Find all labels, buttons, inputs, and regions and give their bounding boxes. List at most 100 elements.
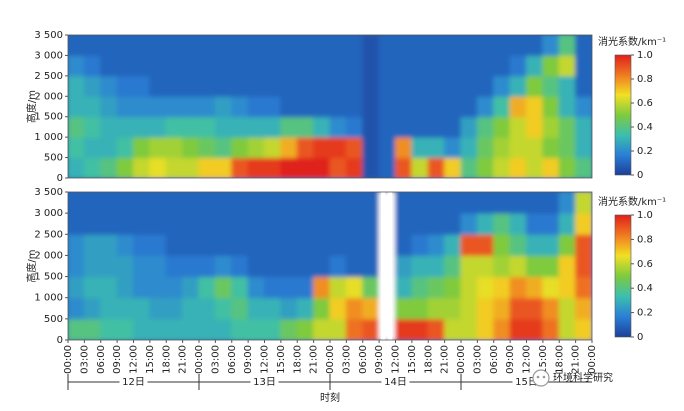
heatmap-cell [165,212,184,235]
heatmap-cell [558,192,577,214]
heatmap-cell [542,95,560,118]
heatmap-cell [493,157,511,178]
colorbar [614,214,632,338]
heatmap-cell [476,318,495,340]
heatmap-cell [395,136,413,159]
heatmap-cell [411,95,429,118]
heatmap-cell [493,35,511,56]
heatmap-cell [526,35,544,56]
heatmap-cell [264,136,282,159]
heatmap-cell [198,35,216,56]
heatmap-cell [542,318,560,340]
heatmap-cell [133,75,151,97]
heatmap-cell [280,297,298,320]
heatmap-cell [427,297,446,320]
y-tick-label: 3 500 [34,187,63,198]
heatmap-cell [149,254,167,278]
x-tick-label: 12:00 [391,345,402,374]
heatmap-cell [247,35,265,56]
heatmap-cell [100,157,118,178]
heatmap-cell [214,297,233,320]
heatmap-layer [68,35,592,178]
heatmap-cell [476,116,495,138]
colorbar-tick-label: 0.4 [637,122,653,133]
y-tick-label: 500 [44,153,63,164]
heatmap-cell [345,35,364,56]
heatmap-cell [493,254,511,278]
heatmap-cell [329,233,347,256]
heatmap-cell [214,54,233,77]
heatmap-cell [493,212,511,235]
heatmap-cell [100,212,118,235]
heatmap-cell [460,157,478,178]
heatmap-cell [526,254,544,278]
heatmap-cell [460,276,478,299]
heatmap-cell [182,233,200,256]
heatmap-cell [313,136,331,159]
heatmap-cell [460,192,478,214]
heatmap-cell [526,54,544,77]
heatmap-cell [198,54,216,77]
y-axis-label: 高度/m [25,249,38,282]
heatmap-cell [264,233,282,256]
heatmap-cell [313,35,331,56]
heatmap-cell [526,95,544,118]
x-group-label: 15日 [515,377,538,388]
heatmap-cell [542,136,560,159]
heatmap-cell [395,254,413,278]
heatmap-cell [264,75,282,97]
heatmap-cell [198,95,216,118]
heatmap-cell [100,75,118,97]
heatmap-cell [231,54,249,77]
heatmap-cell [133,318,151,340]
heatmap-cell [362,212,380,235]
heatmap-cell [165,318,184,340]
heatmap-cell [296,116,315,138]
y-tick-label: 3 000 [34,208,63,219]
heatmap-cell [427,157,446,178]
heatmap-cell [133,116,151,138]
x-tick-label: 15:00 [276,345,287,374]
x-tick-label: 00:00 [63,345,74,374]
heatmap-cell [149,233,167,256]
heatmap-cell [411,157,429,178]
heatmap-cell [247,95,265,118]
heatmap-cell [362,276,380,299]
heatmap-cell [214,233,233,256]
x-tick-label: 21:00 [571,345,582,374]
heatmap-cell [83,75,102,97]
heatmap-cell [231,276,249,299]
heatmap-cell [247,254,265,278]
heatmap-cell [313,157,331,178]
heatmap-cell [575,95,592,118]
heatmap-cell [427,54,446,77]
heatmap-cell [149,116,167,138]
heatmap-cell [575,116,592,138]
heatmap-cell [247,318,265,340]
y-tick-label: 2 000 [34,91,63,102]
heatmap-cell [476,254,495,278]
heatmap-cell [411,54,429,77]
heatmap-cell [296,318,315,340]
heatmap-cell [509,54,527,77]
heatmap-cell [427,276,446,299]
heatmap-cell [100,95,118,118]
x-tick-label: 09:00 [243,345,254,374]
heatmap-cell [476,54,495,77]
heatmap-cell [182,254,200,278]
heatmap-cell [378,75,396,97]
y-axis-label: 高度/m [25,90,38,123]
heatmap-cell [476,35,495,56]
heatmap-cell [378,95,396,118]
heatmap-cell [165,297,184,320]
y-tick-label: 2 500 [34,229,63,240]
heatmap-cell [296,95,315,118]
heatmap-cell [165,192,184,214]
heatmap-cell [558,75,577,97]
heatmap-cell [116,75,134,97]
heatmap-cell [100,35,118,56]
heatmap-cell [444,212,462,235]
heatmap-cell [329,192,347,214]
heatmap-cell [83,54,102,77]
heatmap-cell [116,157,134,178]
